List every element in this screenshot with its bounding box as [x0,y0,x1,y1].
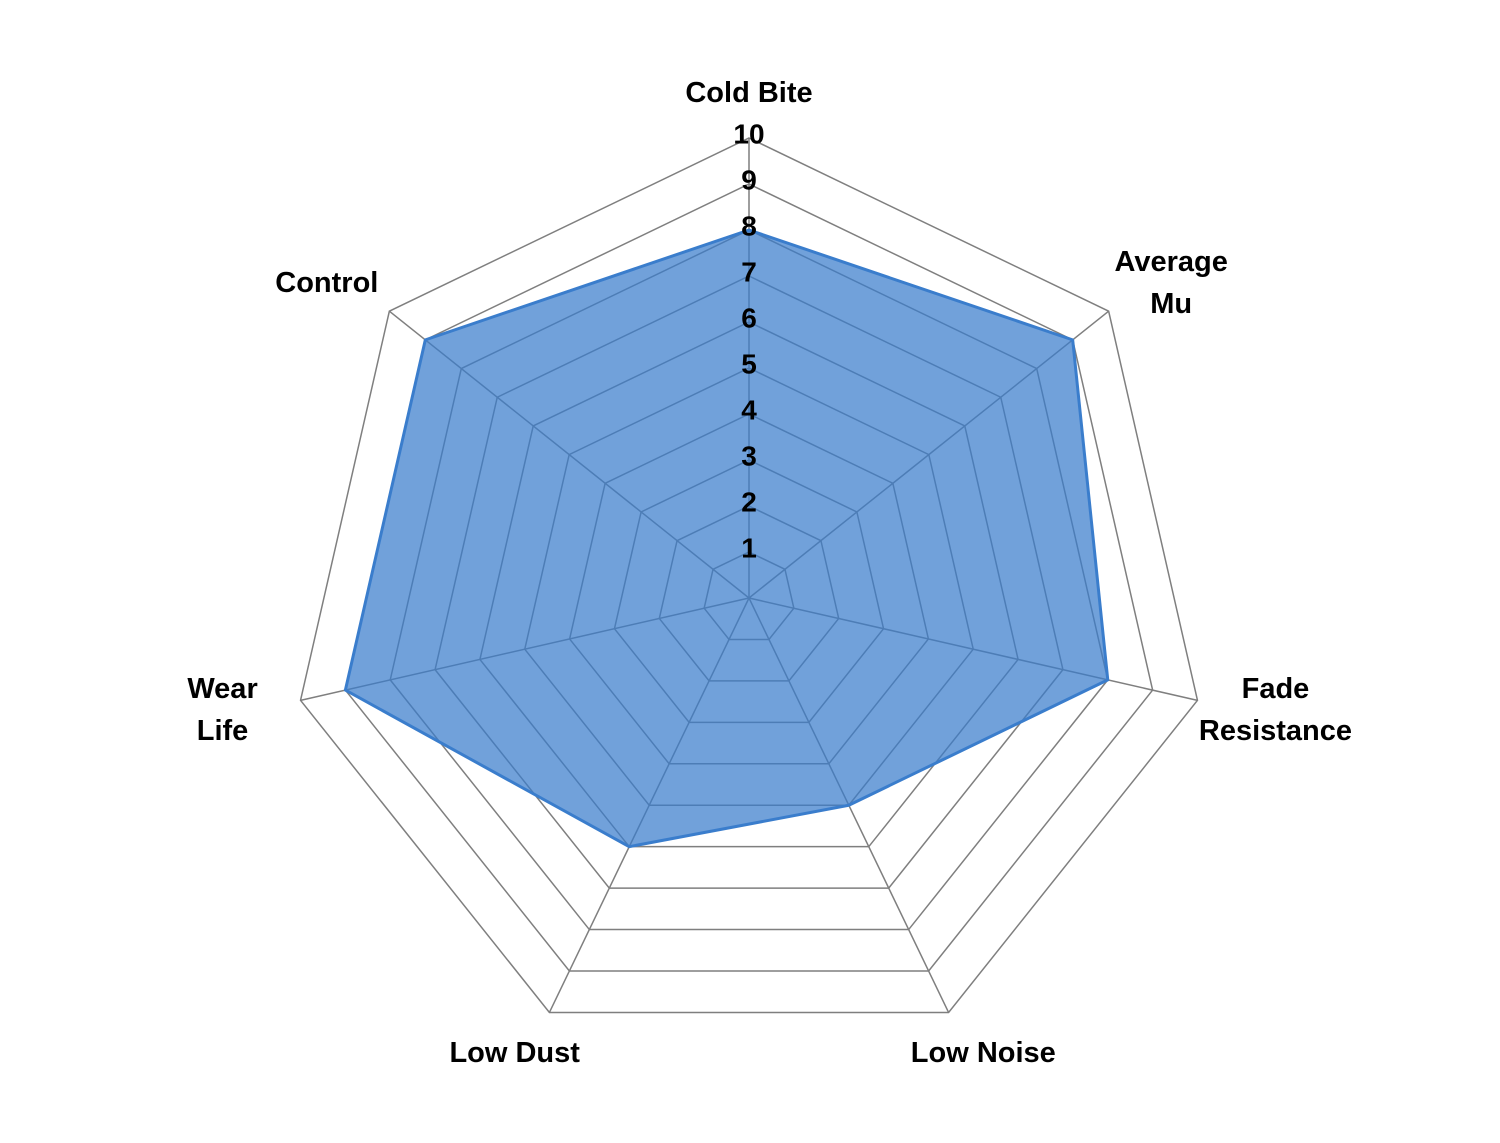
category-label: Cold Bite [685,77,813,109]
category-label: Control [275,267,379,300]
r-tick-label: 8 [741,210,757,241]
category-label: Low Dust [449,1036,580,1069]
r-tick-label: 7 [741,256,757,287]
r-tick-label: 9 [741,164,757,195]
r-tick-label: 6 [741,302,757,333]
category-label: Wear Life [187,673,258,748]
category-label: Fade Resistance [1198,673,1353,748]
category-label: Low Noise [910,1036,1056,1069]
category-label: Average Mu [1114,246,1228,321]
grid-ring [299,137,1199,1014]
r-tick-label: 5 [741,348,757,379]
r-tick-label: 2 [741,486,757,517]
r-tick-label: 4 [741,394,757,425]
data-area [343,228,1110,849]
r-tick-label: 3 [741,440,757,471]
r-tick-label: 10 [733,118,764,149]
r-tick-label: 1 [741,532,757,563]
